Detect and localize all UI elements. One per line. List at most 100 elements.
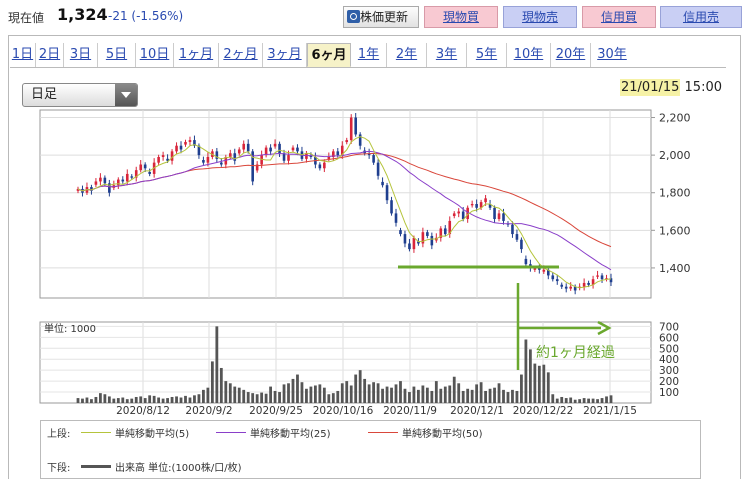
candle-body	[511, 224, 514, 235]
candle-body	[309, 155, 313, 157]
candle-body	[161, 155, 165, 157]
legend-ma25-swatch	[216, 432, 246, 433]
volume-bar	[506, 392, 510, 403]
candle-body	[237, 149, 241, 154]
legend-ma50-swatch	[368, 432, 398, 433]
candle-body	[551, 275, 555, 280]
candle-body	[569, 286, 572, 289]
volume-bar	[322, 387, 326, 403]
volume-bar	[439, 388, 443, 403]
volume-bar	[318, 384, 322, 403]
volume-bar	[148, 395, 152, 403]
volume-bar	[390, 387, 393, 403]
volume-bar	[210, 361, 214, 403]
period-tab-12[interactable]: 5年	[467, 43, 507, 67]
period-tabs: 1日 2日 3日 5日 10日 1ヶ月 2ヶ月 3ヶ月 6ヶ月 1年 2年 3年 5年 10年 20年 30年	[10, 43, 726, 68]
legend-ma25: 単純移動平均(25)	[250, 429, 331, 440]
refresh-price-button[interactable]: 株価更新	[343, 6, 419, 28]
period-tab-15[interactable]: 30年	[597, 47, 627, 62]
sell-spot-button[interactable]: 現物売	[503, 6, 577, 28]
volume-bar	[448, 385, 452, 403]
period-tab-14[interactable]: 20年	[551, 43, 591, 67]
volume-bar	[484, 390, 487, 403]
volume-bar	[98, 393, 102, 403]
price-change: -21 (-1.56%)	[108, 9, 184, 23]
candle-body	[269, 147, 272, 152]
period-tab-3[interactable]: 5日	[98, 43, 136, 67]
candle-body	[448, 220, 452, 235]
volume-bar	[596, 399, 599, 403]
volume-bar	[443, 386, 447, 403]
volume-bar	[125, 399, 129, 403]
buy-spot-button[interactable]: 現物買	[424, 6, 498, 28]
volume-bar	[282, 384, 286, 403]
period-tab-10[interactable]: 2年	[387, 43, 427, 67]
candle-body	[264, 147, 268, 156]
period-tab-2[interactable]: 3日	[64, 43, 98, 67]
candle-body	[148, 171, 151, 174]
candle-body	[367, 153, 371, 156]
refresh-icon	[347, 10, 360, 23]
period-tab-9[interactable]: 1年	[351, 43, 387, 67]
price-tick-label: 1,600	[659, 224, 691, 237]
volume-bar	[233, 386, 237, 403]
volume-bar	[206, 387, 210, 403]
volume-bar	[81, 398, 84, 403]
sell-margin-button[interactable]: 信用売	[660, 6, 742, 28]
candle-body	[143, 164, 147, 169]
volume-bar	[340, 383, 344, 403]
candle-body	[524, 258, 528, 265]
period-tab-6[interactable]: 2ヶ月	[219, 43, 263, 67]
price-tick-label: 2,000	[659, 149, 691, 162]
volume-tick-label: 500	[659, 343, 679, 355]
volume-bar	[152, 395, 156, 403]
candle-body	[582, 282, 586, 287]
x-tick-label: 2020/11/9	[383, 405, 437, 417]
volume-bar	[228, 383, 232, 403]
candle-body	[488, 204, 492, 208]
period-tab-4[interactable]: 10日	[136, 43, 174, 67]
candle-body	[412, 237, 416, 250]
x-tick-label: 2020/12/1	[450, 405, 504, 417]
annotation-label: 約1ヶ月経過	[536, 345, 615, 361]
period-tab-13[interactable]: 10年	[507, 43, 551, 67]
volume-bar	[143, 398, 147, 403]
volume-bar	[573, 399, 577, 403]
volume-bar	[313, 385, 317, 403]
volume-bar	[376, 383, 380, 403]
volume-bar	[300, 382, 304, 403]
period-tab-0[interactable]: 1日	[10, 43, 36, 67]
candle-body	[390, 200, 393, 214]
candle-body	[202, 160, 205, 163]
volume-bar	[461, 390, 465, 403]
interval-select[interactable]: 日足	[22, 83, 138, 107]
period-tab-5[interactable]: 1ヶ月	[174, 43, 219, 67]
volume-bar	[425, 387, 429, 403]
buy-margin-button[interactable]: 信用買	[582, 6, 656, 28]
volume-bar	[188, 397, 192, 403]
period-tab-8[interactable]: 6ヶ月	[307, 43, 351, 67]
period-tab-11[interactable]: 3年	[427, 43, 467, 67]
volume-bar	[112, 398, 116, 403]
candle-body	[193, 140, 196, 146]
volume-bar	[237, 387, 241, 403]
volume-bar	[546, 372, 550, 403]
candle-body	[340, 145, 344, 156]
candle-body	[139, 164, 143, 171]
legend-lower-label: 下段:	[47, 463, 71, 474]
candle-body	[546, 269, 550, 276]
volume-bar	[94, 396, 98, 403]
period-tab-7[interactable]: 3ヶ月	[263, 43, 307, 67]
volume-bar	[542, 364, 546, 403]
candle-body	[224, 157, 228, 165]
candle-body	[520, 239, 523, 250]
candle-body	[336, 151, 340, 156]
x-tick-label: 2020/10/16	[313, 405, 374, 417]
candle-body	[475, 204, 478, 208]
price-plot-frame	[39, 109, 652, 299]
volume-bar	[457, 383, 461, 403]
volume-bar	[475, 384, 479, 403]
period-tab-1[interactable]: 2日	[36, 43, 64, 67]
annotation-arrow-head	[597, 320, 612, 336]
volume-bar	[331, 393, 335, 403]
